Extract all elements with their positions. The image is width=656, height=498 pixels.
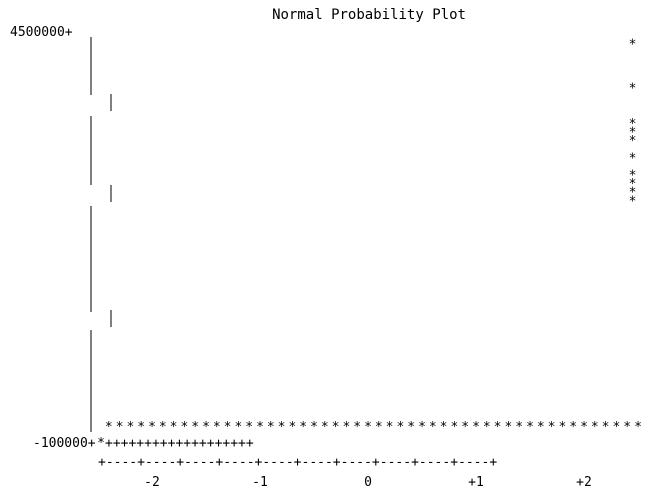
data-point: * [159, 420, 167, 435]
data-point: * [137, 420, 145, 435]
data-point: * [629, 117, 637, 132]
data-point: * [116, 420, 124, 435]
data-point: * [591, 420, 599, 435]
data-point: * [342, 420, 350, 435]
data-point: * [548, 420, 556, 435]
data-points: *********** * * * * * * * * * * * * * * * * * * * * * * * * * * * * *… [97, 38, 642, 451]
data-point: * [494, 420, 502, 435]
data-point: * [245, 420, 253, 435]
reference-line: +++++++++++++++++++ [105, 436, 254, 451]
y-tick-label-top: 4500000+ [10, 25, 73, 40]
data-point: * [483, 420, 491, 435]
data-point: * [396, 420, 404, 435]
data-point: * [202, 420, 210, 435]
data-point: * [407, 420, 415, 435]
data-point: * [461, 420, 469, 435]
data-point: * [629, 152, 637, 167]
data-point: * [191, 420, 199, 435]
data-point: * [429, 420, 437, 435]
data-point: * [170, 420, 178, 435]
x-axis-ruler: +----+----+----+----+----+----+----+----… [98, 455, 497, 470]
data-point: * [148, 420, 156, 435]
data-point: * [353, 420, 361, 435]
data-point: * [629, 168, 637, 183]
data-point: * [526, 420, 534, 435]
data-point: * [629, 38, 637, 53]
data-point: * [440, 420, 448, 435]
data-point: * [602, 420, 610, 435]
data-point: * [234, 420, 242, 435]
x-tick-label: +2 [576, 475, 592, 490]
data-point: * [213, 420, 221, 435]
data-point: * [375, 420, 383, 435]
data-point: * [321, 420, 329, 435]
data-point: * [418, 420, 426, 435]
data-point: * [288, 420, 296, 435]
data-point: * [364, 420, 372, 435]
x-tick-label: +1 [468, 475, 484, 490]
data-point: * [256, 420, 264, 435]
data-point: * [97, 436, 105, 451]
data-point: * [629, 134, 637, 149]
data-point: * [299, 420, 307, 435]
data-point: * [332, 420, 340, 435]
data-point: * [180, 420, 188, 435]
data-point: * [629, 81, 637, 96]
data-point: * [629, 177, 637, 192]
data-point: * [623, 420, 631, 435]
data-point: * [450, 420, 458, 435]
data-point: * [105, 420, 113, 435]
x-tick-label: -1 [252, 475, 268, 490]
data-point: * [569, 420, 577, 435]
data-point: * [515, 420, 523, 435]
data-point: * [224, 420, 232, 435]
data-point: * [310, 420, 318, 435]
data-point: * [629, 185, 637, 200]
data-point: * [629, 126, 637, 141]
data-point: * [580, 420, 588, 435]
chart-title: Normal Probability Plot [272, 7, 466, 23]
data-point: * [386, 420, 394, 435]
data-point: * [612, 420, 620, 435]
data-point: * [537, 420, 545, 435]
data-point: * [558, 420, 566, 435]
data-point: * [267, 420, 275, 435]
data-point: * [504, 420, 512, 435]
x-tick-label: 0 [364, 475, 372, 490]
data-point: * [472, 420, 480, 435]
data-point: * [629, 194, 637, 209]
data-point: * [126, 420, 134, 435]
data-point: * [634, 420, 642, 435]
x-tick-labels: -2 -1 0 +1 +2 [144, 475, 592, 490]
y-tick-label-bottom: -100000+ [33, 436, 96, 451]
data-point: * [278, 420, 286, 435]
x-tick-label: -2 [144, 475, 160, 490]
